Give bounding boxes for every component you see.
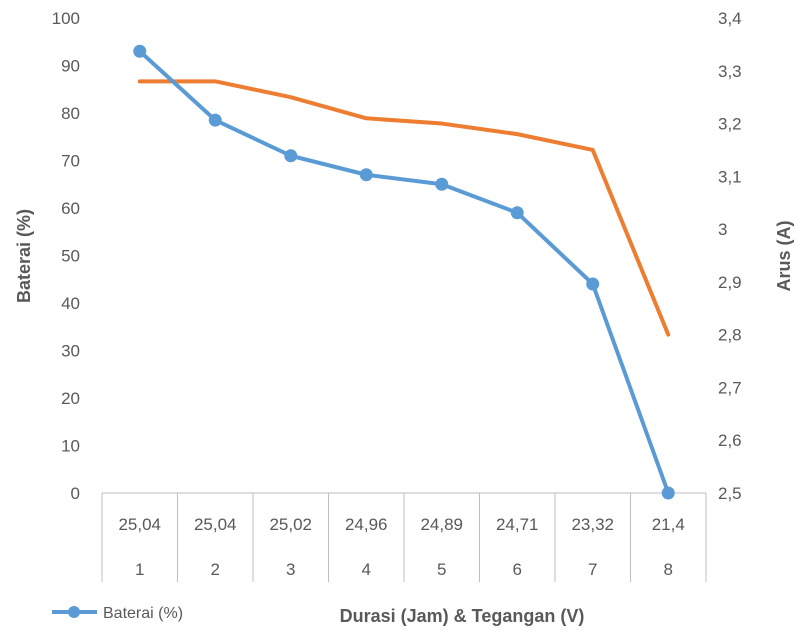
hour-label: 1 [135, 560, 144, 579]
left-tick-label: 70 [61, 152, 80, 171]
hour-label: 4 [362, 560, 371, 579]
battery-data-point [510, 206, 524, 220]
category-table: 25,04 25,04 25,02 24,96 24,89 24,71 23,32 21,4 1… [101, 493, 707, 582]
right-tick-label: 2,6 [718, 431, 742, 450]
voltage-label: 25,02 [269, 515, 312, 534]
left-tick-label: 20 [61, 389, 80, 408]
right-tick-label: 3,4 [718, 9, 742, 28]
voltage-label: 21,4 [652, 515, 685, 534]
battery-series-line [137, 49, 671, 495]
hour-label: 5 [437, 560, 446, 579]
hour-label: 6 [513, 560, 522, 579]
left-axis-title: Baterai (%) [14, 209, 34, 303]
voltage-label: 24,96 [345, 515, 388, 534]
right-tick-label: 2,7 [718, 378, 742, 397]
right-axis-title: Arus (A) [774, 220, 794, 291]
battery-data-point [359, 168, 373, 182]
right-tick-label: 2,5 [718, 484, 742, 503]
left-tick-label: 10 [61, 437, 80, 456]
current-series-line [137, 79, 671, 337]
hour-label: 7 [588, 560, 597, 579]
voltage-label: 25,04 [194, 515, 237, 534]
right-axis-ticks: 2,5 2,6 2,7 2,8 2,9 3 3,1 3,2 3,3 3,4 [718, 9, 742, 503]
legend: Baterai (%) [52, 605, 183, 622]
left-tick-label: 80 [61, 104, 80, 123]
voltage-label: 23,32 [571, 515, 614, 534]
right-tick-label: 3,3 [718, 62, 742, 81]
left-tick-label: 40 [61, 294, 80, 313]
right-tick-label: 3,1 [718, 167, 742, 186]
left-tick-label: 60 [61, 199, 80, 218]
x-axis-title: Durasi (Jam) & Tegangan (V) [340, 606, 585, 626]
right-tick-label: 2,8 [718, 326, 742, 345]
battery-data-point [586, 277, 600, 291]
left-tick-label: 0 [71, 484, 80, 503]
left-axis-ticks: 0 10 20 30 40 50 60 70 80 90 100 [52, 9, 80, 503]
voltage-label: 24,89 [420, 515, 463, 534]
right-tick-label: 2,9 [718, 273, 742, 292]
right-tick-label: 3,2 [718, 115, 742, 134]
hour-label: 3 [286, 560, 295, 579]
hour-label: 2 [211, 560, 220, 579]
battery-data-point [284, 149, 298, 163]
hour-label: 8 [664, 560, 673, 579]
legend-label: Baterai (%) [103, 605, 183, 622]
battery-data-point [133, 44, 147, 58]
left-tick-label: 100 [52, 9, 80, 28]
battery-data-point [661, 486, 675, 500]
battery-data-point [435, 177, 449, 191]
legend-marker [68, 606, 80, 618]
voltage-label: 25,04 [118, 515, 161, 534]
right-tick-label: 3 [718, 220, 727, 239]
voltage-label: 24,71 [496, 515, 539, 534]
left-tick-label: 30 [61, 342, 80, 361]
series-layer [133, 44, 675, 500]
left-tick-label: 50 [61, 247, 80, 266]
left-tick-label: 90 [61, 57, 80, 76]
battery-data-point [208, 113, 222, 127]
